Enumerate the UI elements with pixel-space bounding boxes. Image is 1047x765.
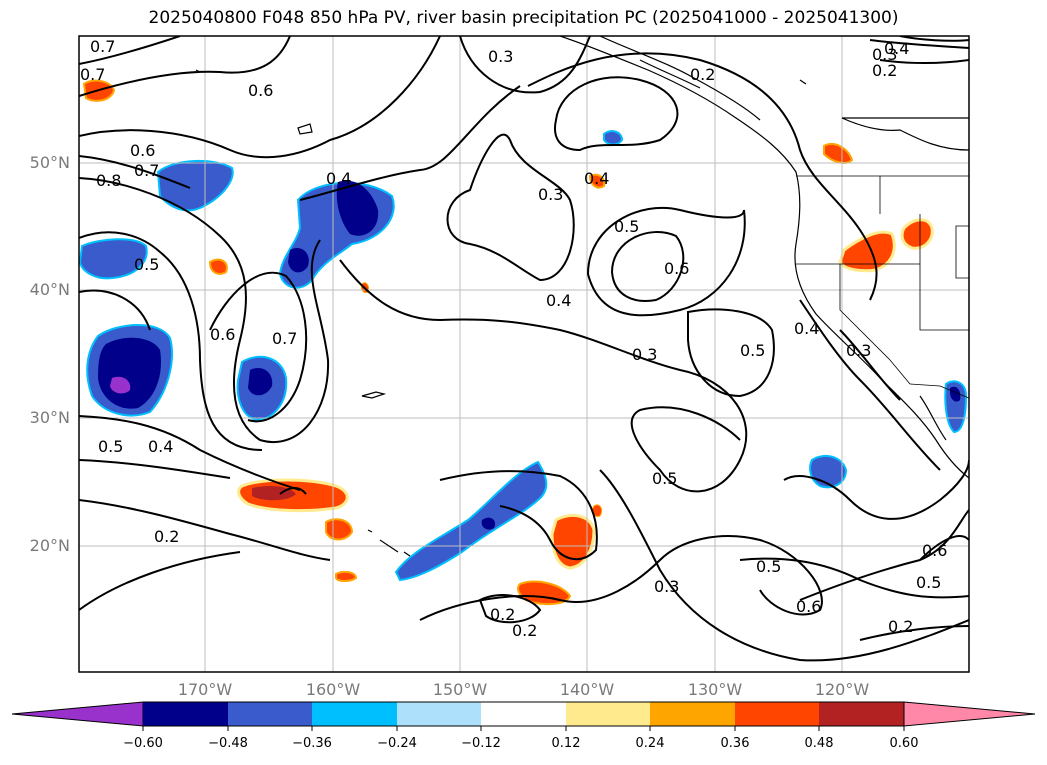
contour-label: 0.3 (846, 341, 871, 360)
contour-label: 0.5 (916, 573, 941, 592)
contour-label: 0.2 (872, 61, 897, 80)
contour-label: 0.3 (632, 345, 657, 364)
contour-label: 0.5 (652, 469, 677, 488)
contour-label: 0.4 (148, 437, 173, 456)
contour-label: 0.3 (538, 185, 563, 204)
lon-label: 160°W (305, 680, 361, 699)
graticule (79, 36, 969, 672)
contour-label: 0.6 (796, 597, 821, 616)
colorbar-tick-label: 0.60 (889, 736, 919, 751)
colorbar-tick-label: −0.36 (292, 736, 332, 751)
lon-label: 130°W (687, 680, 743, 699)
contour-label: 0.5 (740, 341, 765, 360)
colorbar-tick-label: −0.24 (377, 736, 417, 751)
coastlines (195, 36, 969, 557)
lon-label: 120°W (814, 680, 870, 699)
contour-label: 0.4 (326, 169, 351, 188)
pv-contours (79, 36, 969, 662)
colorbar-segment (650, 702, 735, 726)
colorbar-max-extend (903, 701, 1036, 727)
lon-label: 140°W (559, 680, 615, 699)
contour-label: 0.3 (488, 47, 513, 66)
contour-label: 0.3 (872, 45, 897, 64)
colorbar-min-extend (11, 701, 144, 727)
contour-label: 0.6 (210, 325, 235, 344)
contour-label: 0.5 (614, 217, 639, 236)
contour-label: 0.2 (512, 621, 537, 640)
colorbar-segment (312, 702, 397, 726)
lat-label: 30°N (29, 408, 70, 427)
lon-label: 150°W (432, 680, 488, 699)
lon-label: 170°W (177, 680, 233, 699)
contour-label: 0.4 (584, 169, 609, 188)
negative-precip-areas (79, 130, 968, 582)
colorbar-tick-label: 0.12 (551, 736, 581, 751)
contour-label: 0.2 (690, 65, 715, 84)
contour-label: 0.7 (90, 37, 115, 56)
contour-label: 0.5 (134, 255, 159, 274)
positive-precip-areas (82, 79, 934, 606)
colorbar (11, 701, 1036, 731)
colorbar-segment (143, 702, 228, 726)
contour-label: 0.3 (654, 577, 679, 596)
contour-label: 0.2 (490, 605, 515, 624)
contour-label: 0.6 (248, 81, 273, 100)
contour-label: 0.7 (134, 161, 159, 180)
contour-label: 0.8 (96, 171, 121, 190)
colorbar-segment (735, 702, 819, 726)
colorbar-segment (481, 702, 566, 726)
contour-label: 0.5 (756, 557, 781, 576)
contour-label: 0.2 (888, 617, 913, 636)
colorbar-tick-label: −0.60 (123, 736, 163, 751)
contour-label: 0.4 (884, 39, 909, 58)
colorbar-tick-label: −0.12 (461, 736, 501, 751)
colorbar-tick-label: −0.48 (208, 736, 248, 751)
political-borders (796, 175, 969, 399)
contour-label: 0.4 (794, 319, 819, 338)
colorbar-segment (228, 702, 312, 726)
contour-labels: 0.7 0.7 0.6 0.6 0.7 0.8 0.5 0.4 0.6 0.7 … (80, 37, 947, 640)
colorbar-tick-label: 0.24 (635, 736, 665, 751)
contour-label: 0.6 (664, 259, 689, 278)
contour-label: 0.4 (546, 291, 571, 310)
contour-label: 0.7 (272, 329, 297, 348)
contour-label: 0.7 (80, 65, 105, 84)
contour-label: 0.6 (922, 541, 947, 560)
lat-label: 20°N (29, 536, 70, 555)
colorbar-segment (819, 702, 904, 726)
contour-label: 0.6 (130, 141, 155, 160)
colorbar-segment (397, 702, 481, 726)
map-title: 2025040800 F048 850 hPa PV, river basin … (148, 8, 899, 28)
colorbar-segment (566, 702, 650, 726)
colorbar-tick-label: 0.36 (720, 736, 750, 751)
colorbar-tick-label: 0.48 (804, 736, 834, 751)
map-frame (78, 35, 970, 673)
lat-label: 50°N (29, 153, 70, 172)
contour-label: 0.2 (154, 527, 179, 546)
lat-label: 40°N (29, 280, 70, 299)
contour-label: 0.5 (98, 437, 123, 456)
